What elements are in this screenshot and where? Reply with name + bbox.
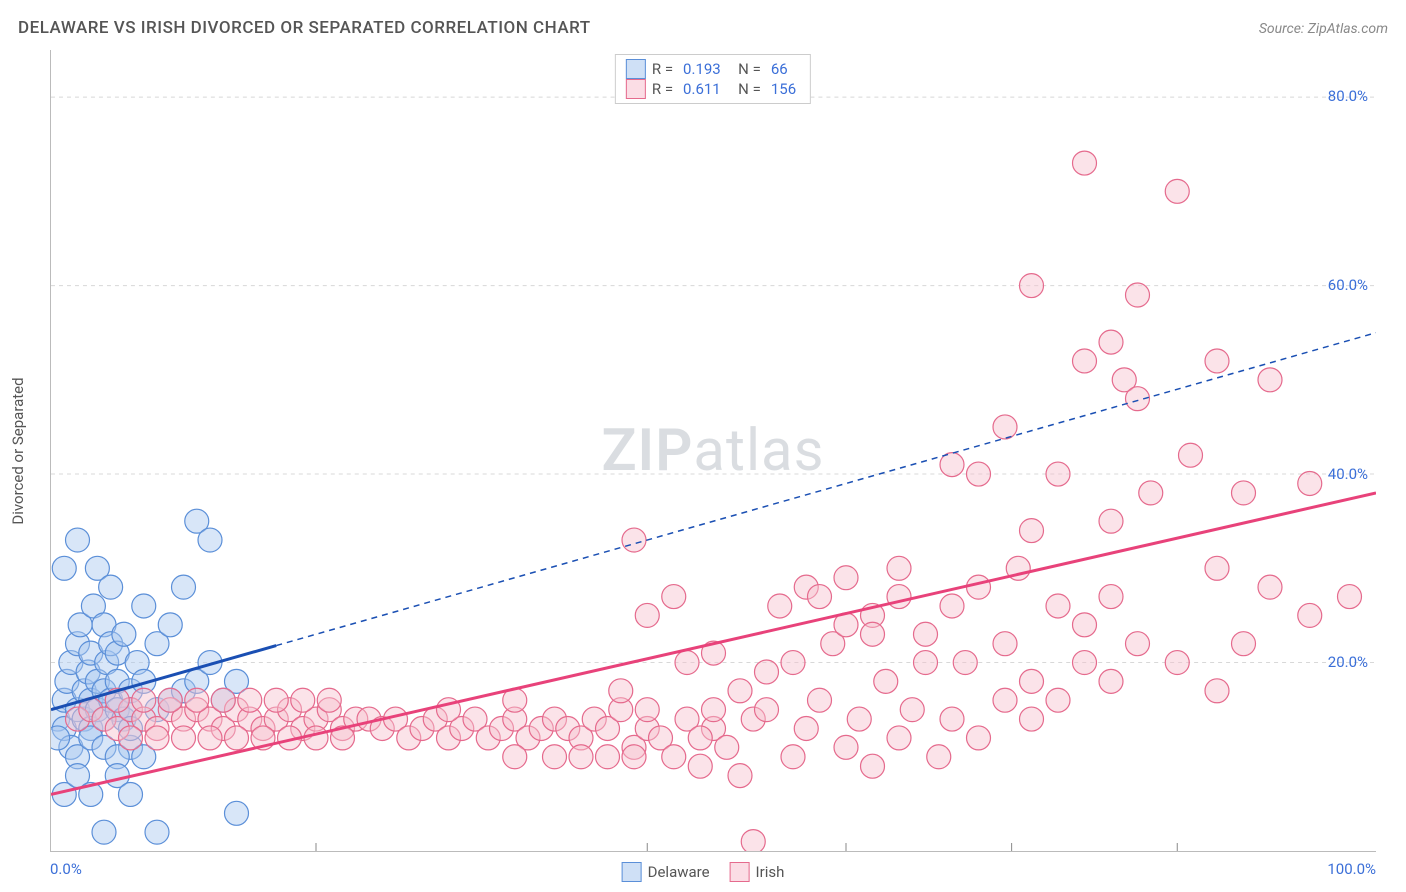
series-legend: Delaware Irish — [622, 862, 785, 882]
legend-label: Delaware — [648, 863, 710, 881]
r-value: 0.611 — [679, 80, 725, 98]
stats-legend-row: R = 0.193 N = 66 — [626, 59, 800, 79]
n-label: N = — [731, 80, 761, 98]
chart-header: DELAWARE VS IRISH DIVORCED OR SEPARATED … — [18, 18, 1388, 38]
y-tick-label: 40.0% — [1328, 465, 1368, 483]
y-tick-label: 60.0% — [1328, 276, 1368, 294]
legend-swatch — [626, 59, 646, 79]
r-label: R = — [652, 60, 673, 78]
legend-swatch — [626, 79, 646, 99]
y-tick-label: 20.0% — [1328, 653, 1368, 671]
chart-title: DELAWARE VS IRISH DIVORCED OR SEPARATED … — [18, 18, 591, 38]
source-attribution: Source: ZipAtlas.com — [1259, 21, 1388, 37]
n-value: 156 — [767, 80, 800, 98]
r-label: R = — [652, 80, 673, 98]
x-tick-label: 0.0% — [50, 860, 82, 878]
legend-item: Irish — [730, 862, 785, 882]
y-axis-label: Divorced or Separated — [9, 377, 27, 524]
r-value: 0.193 — [679, 60, 725, 78]
legend-label: Irish — [756, 863, 785, 881]
stats-legend-row: R = 0.611 N = 156 — [626, 79, 800, 99]
scatter-plot-svg — [50, 50, 1376, 852]
n-label: N = — [731, 60, 761, 78]
legend-swatch — [622, 862, 642, 882]
y-tick-label: 80.0% — [1328, 87, 1368, 105]
legend-item: Delaware — [622, 862, 710, 882]
n-value: 66 — [767, 60, 792, 78]
stats-legend: R = 0.193 N = 66 R = 0.611 N = 156 — [615, 54, 811, 104]
x-tick-label: 100.0% — [1327, 860, 1376, 878]
plot-area: Divorced or Separated R =0.193 N =66R =0… — [50, 50, 1376, 852]
legend-swatch — [730, 862, 750, 882]
